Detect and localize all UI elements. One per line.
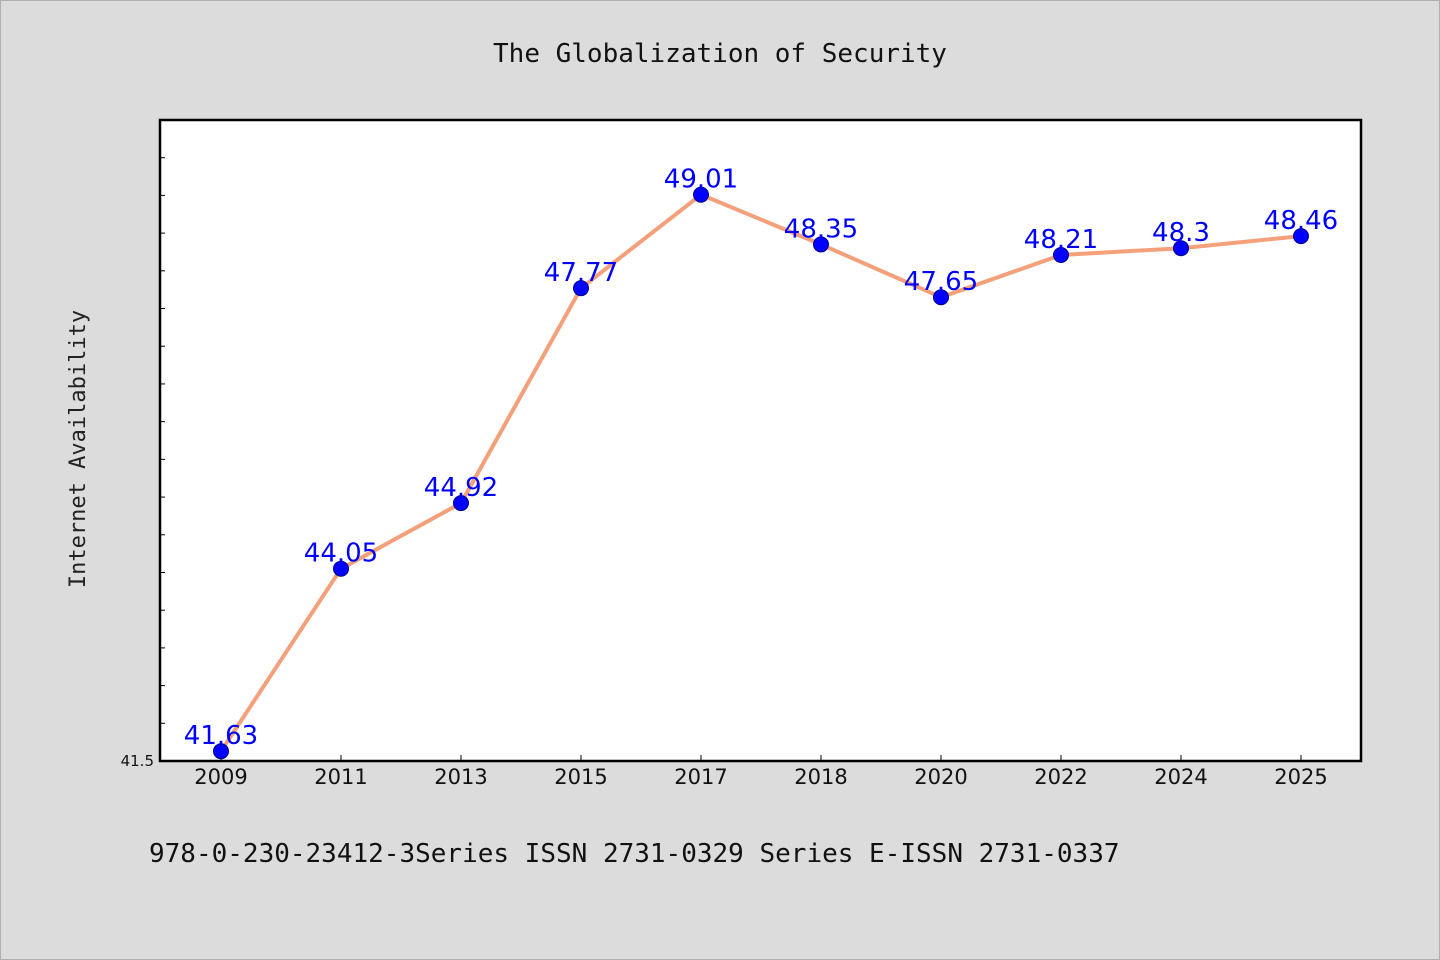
- series-line: [219, 192, 1302, 753]
- data-label-2013: 44.92: [424, 473, 498, 503]
- series-markers: [213, 186, 1309, 760]
- x-tick-label-2025: 2025: [1274, 765, 1327, 789]
- y-axis-label: Internet Availability: [66, 310, 91, 588]
- plot-area: [160, 120, 1361, 761]
- x-tick-label-2018: 2018: [794, 765, 847, 789]
- data-label-2009: 41.63: [184, 721, 258, 751]
- marker-2018: [813, 236, 829, 253]
- x-tick-label-2009: 2009: [194, 765, 247, 789]
- data-label-2025: 48.46: [1264, 206, 1338, 236]
- marker-2017: [693, 186, 709, 203]
- data-labels: 41.63 44.05 44.92 47.77 49.01 48.35 47.65 48.21…: [184, 165, 1338, 752]
- y-tick-label-0: 41.5: [121, 752, 154, 770]
- data-label-2018: 48.35: [784, 214, 858, 244]
- x-axis-tick-labels: 2009 2011 2013 2015 2017 2018 2020 2022 2024 2025: [194, 765, 1327, 789]
- x-tick-label-2011: 2011: [314, 765, 367, 789]
- x-tick-label-2017: 2017: [674, 765, 727, 789]
- marker-2024: [1173, 240, 1189, 257]
- data-label-2022: 48.21: [1024, 225, 1098, 255]
- x-tick-label-2013: 2013: [434, 765, 487, 789]
- data-label-2017: 49.01: [664, 165, 738, 195]
- x-tick-label-2024: 2024: [1154, 765, 1207, 789]
- marker-2011: [333, 560, 349, 577]
- marker-2009: [213, 743, 229, 760]
- footer-citation: 978-0-230-23412-3Series ISSN 2731-0329 S…: [149, 839, 1120, 869]
- marker-2020: [933, 289, 949, 306]
- data-label-2024: 48.3: [1152, 218, 1210, 248]
- x-tick-label-2020: 2020: [914, 765, 967, 789]
- data-label-2015: 47.77: [544, 258, 618, 288]
- marker-2015: [573, 280, 589, 297]
- x-tick-label-2015: 2015: [554, 765, 607, 789]
- data-label-2011: 44.05: [304, 539, 378, 569]
- marker-2013: [453, 495, 469, 512]
- data-label-2020: 47.65: [904, 267, 978, 297]
- y-axis-tick-labels: 41.5: [121, 752, 154, 770]
- marker-2022: [1053, 246, 1069, 263]
- chart-title: The Globalization of Security: [493, 39, 947, 69]
- x-tick-label-2022: 2022: [1034, 765, 1087, 789]
- plot-frame: [158, 118, 1363, 763]
- marker-2025: [1293, 228, 1309, 245]
